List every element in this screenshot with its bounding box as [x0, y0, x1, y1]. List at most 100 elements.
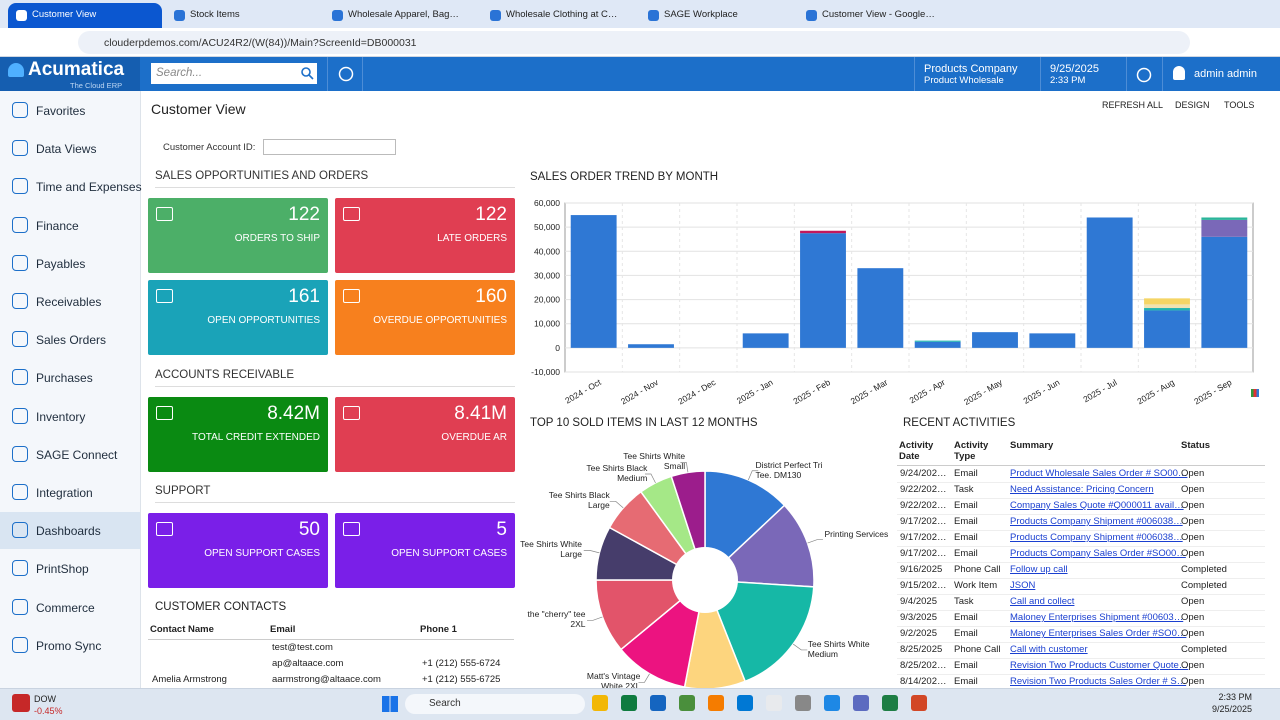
toolbar-button[interactable]: DESIGN — [1175, 100, 1210, 110]
bar — [1144, 298, 1190, 305]
sidebar-item[interactable]: Receivables — [0, 283, 140, 320]
tagline: The Cloud ERP — [70, 81, 123, 90]
taskbar-app[interactable] — [766, 695, 782, 711]
tile[interactable]: 8.41M OVERDUE AR — [335, 397, 515, 472]
table-cell: Email — [954, 500, 978, 511]
date[interactable]: 9/25/2025 — [1050, 63, 1099, 75]
tab-icon — [174, 10, 185, 21]
activity-link[interactable]: Products Company Shipment #006038… — [1010, 516, 1183, 527]
taskbar-app[interactable] — [824, 695, 840, 711]
search-box[interactable]: Search... — [151, 63, 317, 84]
activity-link[interactable]: Company Sales Quote #Q000011 avail… — [1010, 500, 1184, 511]
taskbar-app[interactable] — [592, 695, 608, 711]
taskbar-app[interactable] — [853, 695, 869, 711]
taskbar — [0, 688, 1280, 720]
tile[interactable]: 50 OPEN SUPPORT CASES — [148, 513, 328, 588]
clock — [338, 66, 354, 82]
activity-link[interactable]: Revision Two Products Customer Quote… — [1010, 660, 1189, 671]
sidebar-item[interactable]: Inventory — [0, 398, 140, 435]
taskbar-app[interactable] — [882, 695, 898, 711]
sidebar-item[interactable]: Favorites — [0, 92, 140, 129]
activity-link[interactable]: Maloney Enterprises Sales Order #SO0… — [1010, 628, 1187, 639]
sidebar-item[interactable]: Finance — [0, 207, 140, 244]
activity-link[interactable]: Product Wholesale Sales Order # SO00… — [1010, 468, 1188, 479]
taskbar-app[interactable] — [650, 695, 666, 711]
company[interactable]: Products Company — [924, 63, 1018, 75]
customer-input[interactable] — [263, 139, 396, 155]
sidebar-label: Sales Orders — [36, 333, 107, 348]
tile[interactable]: 161 OPEN OPPORTUNITIES — [148, 280, 328, 355]
taskbar-app[interactable] — [679, 695, 695, 711]
sidebar-item[interactable]: Purchases — [0, 359, 140, 396]
browser-tab[interactable]: Wholesale Clothing at Case & I — [482, 3, 636, 28]
tile-icon — [343, 522, 360, 536]
tab-title: Stock Items — [190, 9, 240, 20]
activity-link[interactable]: Revision Two Products Sales Order # S… — [1010, 676, 1187, 687]
sidebar-item[interactable]: Integration — [0, 474, 140, 511]
history-button[interactable] — [327, 57, 363, 91]
activity-link[interactable]: Products Company Sales Order #SO00… — [1010, 548, 1186, 559]
sidebar-item[interactable]: Dashboards — [0, 512, 140, 550]
browser-tab[interactable]: Stock Items — [166, 3, 320, 28]
sidebar-icon — [12, 102, 28, 118]
branch[interactable]: Product Wholesale — [924, 75, 1004, 86]
activity-link[interactable]: Call and collect — [1010, 596, 1075, 607]
row-rule — [897, 642, 1265, 643]
sidebar-item[interactable]: Promo Sync — [0, 627, 140, 664]
start-button[interactable] — [382, 696, 398, 712]
sidebar-icon — [12, 445, 28, 462]
tile[interactable]: 122 ORDERS TO SHIP — [148, 198, 328, 273]
taskbar-app[interactable] — [911, 695, 927, 711]
browser-tab[interactable]: Customer View — [8, 3, 162, 28]
table-cell: Open — [1181, 676, 1205, 687]
divider — [1040, 57, 1076, 91]
sidebar-item[interactable]: SAGE Connect — [0, 436, 140, 473]
tile[interactable]: 5 OPEN SUPPORT CASES — [335, 513, 515, 588]
sidebar-item[interactable]: PrintShop — [0, 550, 140, 587]
activity-link[interactable]: Need Assistance: Pricing Concern — [1010, 484, 1154, 495]
tile[interactable]: 160 OVERDUE OPPORTUNITIES — [335, 280, 515, 355]
activity-link[interactable]: Follow up call — [1010, 564, 1068, 575]
tile[interactable]: 122 LATE ORDERS — [335, 198, 515, 273]
bar — [914, 341, 961, 348]
activity-link[interactable]: Call with customer — [1010, 644, 1088, 655]
browser-tab[interactable]: Customer View - Google Chron — [798, 3, 952, 28]
tab-title: Wholesale Apparel, Bags and C — [348, 9, 463, 20]
url[interactable]: clouderpdemos.com/ACU24R2/(W(84))/Main?S… — [104, 37, 417, 49]
sidebar-item[interactable]: Payables — [0, 245, 140, 282]
taskbar-app[interactable] — [621, 695, 637, 711]
toolbar-button[interactable]: REFRESH ALL — [1102, 100, 1164, 110]
tab-title: SAGE Workplace — [664, 9, 738, 20]
sidebar-label: Receivables — [36, 295, 102, 309]
sidebar-item[interactable]: Sales Orders — [0, 321, 140, 358]
tile[interactable]: 8.42M TOTAL CREDIT EXTENDED — [148, 397, 328, 472]
sidebar-item[interactable]: Time and Expenses — [0, 168, 142, 205]
url-field[interactable] — [78, 31, 1190, 54]
activity-link[interactable]: Products Company Shipment #006038… — [1010, 532, 1183, 543]
browser-tab[interactable]: Wholesale Apparel, Bags and C — [324, 3, 478, 28]
activity-link[interactable]: Maloney Enterprises Shipment #00603… — [1010, 612, 1184, 623]
search-placeholder: Search... — [156, 67, 203, 79]
table-cell: Open — [1181, 532, 1205, 543]
table-cell: aarmstrong@altaace.com — [272, 674, 381, 685]
sidebar-icon — [12, 560, 28, 577]
taskbar-app[interactable] — [795, 695, 811, 711]
tab-icon — [16, 10, 27, 21]
browser-tab[interactable]: SAGE Workplace — [640, 3, 794, 28]
table-cell: Open — [1181, 484, 1205, 495]
taskbar-app[interactable] — [708, 695, 724, 711]
table-header: Status — [1181, 440, 1211, 451]
sidebar-item[interactable]: Commerce — [0, 589, 140, 626]
time[interactable]: 2:33 PM — [1050, 75, 1086, 86]
activity-link[interactable]: JSON — [1010, 580, 1036, 591]
toolbar-button[interactable]: TOOLS — [1224, 100, 1255, 110]
table-header: Summary — [1010, 440, 1054, 451]
table-cell: 9/16/2025 — [900, 564, 943, 575]
table-cell: Phone Call — [954, 644, 1001, 655]
taskbar-app[interactable] — [737, 695, 753, 711]
section-title: SALES OPPORTUNITIES AND ORDERS — [155, 170, 515, 188]
user[interactable]: admin admin — [1194, 68, 1257, 80]
taskbar-search[interactable]: Search — [405, 694, 585, 714]
table-cell: Email — [954, 532, 978, 543]
sidebar-item[interactable]: Data Views — [0, 130, 140, 167]
